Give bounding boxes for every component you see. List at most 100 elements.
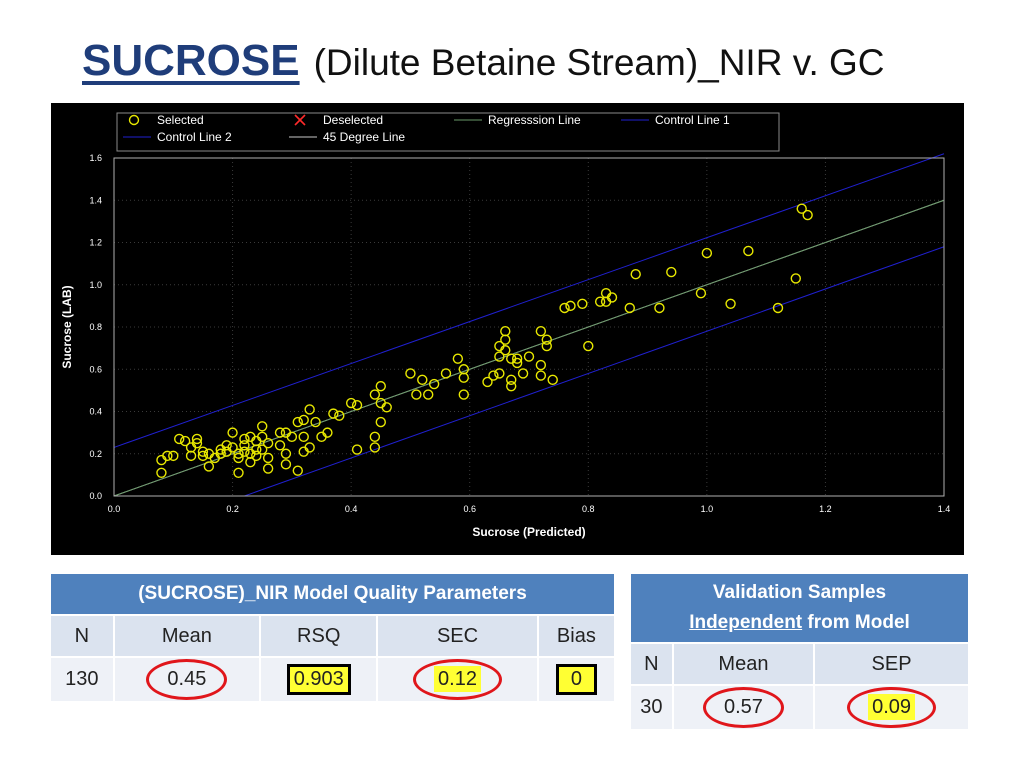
grid <box>113 157 945 497</box>
data-point <box>239 446 250 457</box>
data-point <box>535 359 547 371</box>
data-point <box>328 408 339 419</box>
data-point <box>203 461 215 472</box>
x-tick-label: 1.0 <box>701 504 714 514</box>
legend-label: Control Line 1 <box>655 113 730 127</box>
quality-cell-bias: 0 <box>538 658 614 701</box>
quality-sec-ring: 0.12 <box>413 659 502 700</box>
validation-col-n: N <box>631 644 672 684</box>
data-point <box>304 404 315 415</box>
data-point <box>274 440 286 451</box>
data-point <box>428 378 440 390</box>
data-point <box>511 353 523 364</box>
data-point <box>535 326 547 337</box>
data-point <box>292 416 303 428</box>
y-tick-label: 1.2 <box>89 238 102 248</box>
data-point <box>369 442 381 453</box>
data-point <box>197 450 209 462</box>
data-point <box>701 247 713 259</box>
data-point <box>245 457 256 468</box>
data-point <box>345 397 357 409</box>
slide-title: SUCROSE (Dilute Betaine Stream)_NIR v. G… <box>82 36 885 96</box>
validation-col-sep: SEP <box>815 644 968 684</box>
data-point <box>179 435 191 447</box>
data-point <box>369 389 381 400</box>
data-point <box>239 433 250 445</box>
scatter-chart: Selected Deselected Regresssion Line Contro… <box>51 103 964 555</box>
data-point <box>624 302 635 314</box>
data-point <box>772 302 784 314</box>
title-sub: (Dilute Betaine Stream)_NIR v. GC <box>313 42 885 83</box>
control-line-2-line <box>244 246 945 497</box>
data-point <box>286 431 298 443</box>
y-tick-label: 0.4 <box>89 407 102 417</box>
y-tick-label: 0.8 <box>89 322 102 332</box>
quality-col-bias: Bias <box>538 616 614 656</box>
x-tick-label: 0.8 <box>582 504 595 514</box>
validation-header-underlined: Independent <box>689 612 803 633</box>
data-point <box>417 374 428 386</box>
data-point <box>257 431 268 443</box>
quality-col-n: N <box>51 616 113 656</box>
data-point <box>174 433 185 445</box>
data-point <box>334 410 345 421</box>
data-point <box>280 448 292 459</box>
data-point <box>506 374 517 386</box>
data-point <box>802 209 813 221</box>
data-point <box>304 442 315 453</box>
data-point <box>535 370 547 381</box>
y-axis-label: Sucrose (LAB) <box>60 285 74 368</box>
data-point <box>411 389 422 400</box>
data-point <box>162 450 173 462</box>
data-point <box>666 266 677 278</box>
data-point <box>233 467 244 478</box>
data-point <box>630 268 641 280</box>
data-point <box>191 437 203 449</box>
data-point <box>239 440 250 451</box>
chart-svg: Selected Deselected Regresssion Line Contro… <box>60 112 951 539</box>
x-tick-label: 1.4 <box>938 504 951 514</box>
validation-sep-ring: 0.09 <box>847 687 937 728</box>
quality-cell-mean: 0.45 <box>114 658 260 701</box>
data-point <box>743 245 754 257</box>
quality-header: (SUCROSE)_NIR Model Quality Parameters <box>51 574 614 614</box>
data-point <box>594 296 606 307</box>
quality-sec-value: 0.12 <box>434 666 481 692</box>
data-point <box>695 287 707 299</box>
data-points <box>156 203 813 478</box>
data-point <box>168 450 179 462</box>
data-point <box>227 442 238 453</box>
data-point <box>440 368 452 379</box>
data-point <box>262 452 274 464</box>
quality-table: (SUCROSE)_NIR Model Quality Parameters N… <box>49 572 616 703</box>
data-point <box>280 459 292 470</box>
data-point <box>381 402 392 413</box>
data-point <box>500 334 511 345</box>
quality-cell-rsq: 0.903 <box>261 658 377 701</box>
data-point <box>215 448 226 459</box>
x-tick-label: 0.4 <box>345 504 358 514</box>
data-point <box>197 446 209 457</box>
data-point <box>725 298 736 309</box>
data-point <box>541 334 552 345</box>
x-axis-label: Sucrose (Predicted) <box>472 525 585 539</box>
data-point <box>523 351 535 362</box>
data-point <box>257 444 268 455</box>
legend-marker-x <box>294 114 306 126</box>
legend-box <box>116 112 780 152</box>
quality-n-value: 130 <box>65 668 99 690</box>
data-point <box>423 389 434 400</box>
data-point <box>452 353 464 364</box>
data-point <box>233 452 244 464</box>
legend-label: Control Line 2 <box>157 130 232 144</box>
data-point <box>506 380 517 392</box>
regresssion-line-line <box>113 199 945 497</box>
data-point <box>511 357 523 369</box>
data-point <box>559 302 570 314</box>
validation-n-value: 30 <box>640 696 663 718</box>
data-point <box>547 374 558 386</box>
plot-frame <box>113 157 945 497</box>
data-point <box>458 389 469 400</box>
x-tick-label: 0.0 <box>108 504 121 514</box>
data-point <box>322 427 333 438</box>
